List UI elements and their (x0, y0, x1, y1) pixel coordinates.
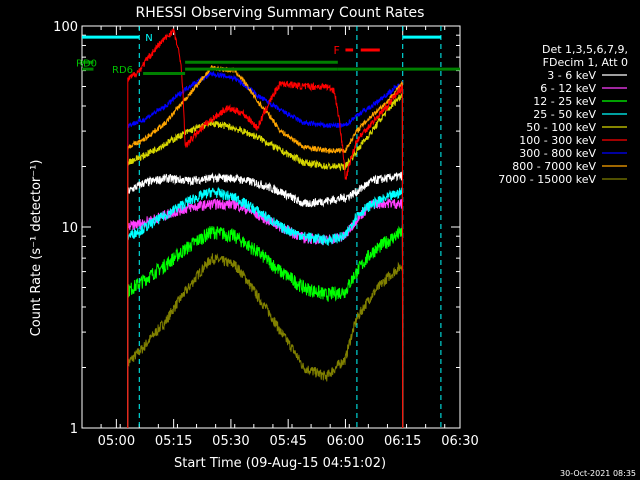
legend-header-line-2: FDecim 1, Att 0 (543, 56, 628, 69)
x-axis-label: Start Time (09-Aug-15 04:51:02) (174, 456, 386, 471)
x-tick-label: 06:30 (441, 434, 478, 449)
series-line (127, 65, 404, 429)
rd0-label: RD0 (76, 58, 97, 69)
series-line (127, 28, 404, 429)
footer-timestamp: 30-Oct-2021 08:35 (560, 469, 636, 478)
y-tick-label: 100 (53, 20, 78, 35)
flare-flag-label: F (333, 44, 339, 57)
y-tick-label: 1 (70, 422, 78, 437)
x-tick-label: 05:15 (155, 434, 192, 449)
legend-entry: 300 - 800 keV (519, 147, 596, 160)
x-tick-label: 06:00 (327, 434, 364, 449)
cyan-flag-label: N (145, 33, 152, 44)
plot-area: 1 10 100 05:00 05:15 05:30 05:45 06:00 06:15 06:3… (53, 20, 627, 449)
legend-entry: 3 - 6 keV (547, 69, 596, 82)
legend-entry: 12 - 25 keV (533, 95, 596, 108)
series-line (127, 171, 404, 429)
legend-entry: 800 - 7000 keV (512, 160, 596, 173)
x-tick-label: 05:30 (212, 434, 249, 449)
series-line (127, 70, 404, 429)
y-tick-label: 10 (61, 221, 78, 236)
series-line (127, 93, 404, 429)
x-tick-label: 06:15 (384, 434, 421, 449)
x-tick-label: 05:45 (269, 434, 306, 449)
series-line (127, 225, 404, 429)
legend-entry: 6 - 12 keV (540, 82, 596, 95)
legend-entry: 50 - 100 keV (526, 121, 596, 134)
legend-entry: 100 - 300 keV (519, 134, 596, 147)
chart-title: RHESSI Observing Summary Count Rates (136, 5, 425, 21)
series-line (127, 253, 404, 429)
legend-entry: 25 - 50 keV (533, 108, 596, 121)
y-axis-label: Count Rate (s⁻¹ detector⁻¹) (29, 160, 44, 337)
axes-frame (81, 25, 461, 429)
series-line (127, 186, 404, 429)
x-tick-label: 05:00 (98, 434, 135, 449)
rd6-label: RD6 (112, 65, 133, 76)
legend-header-line-1: Det 1,3,5,6,7,9, (542, 43, 628, 56)
legend-entry: 7000 - 15000 keV (498, 173, 596, 186)
